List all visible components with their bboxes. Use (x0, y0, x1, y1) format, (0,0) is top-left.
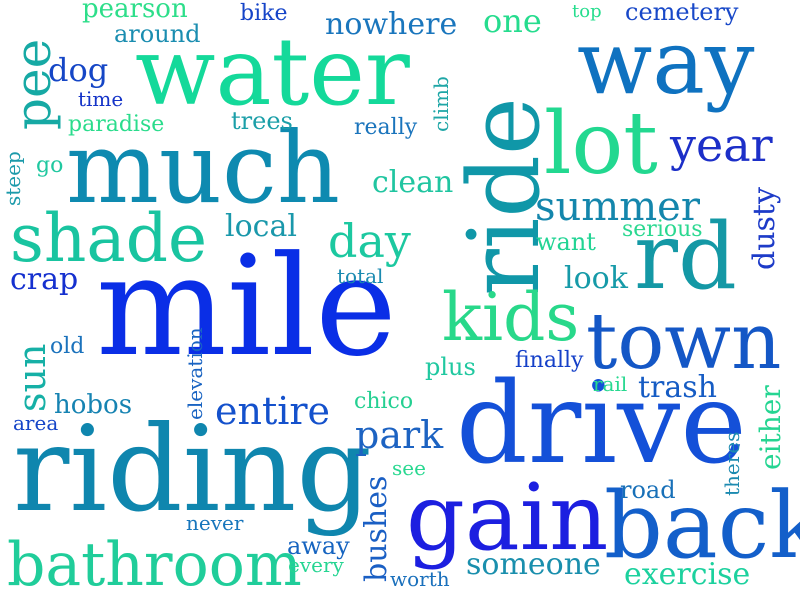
word-way: way (577, 11, 755, 114)
word-mile: mile (96, 226, 397, 387)
word-climb: climb (429, 76, 453, 132)
word-around: around (114, 20, 201, 48)
word-nowhere: nowhere (325, 7, 458, 42)
word-top: top (572, 1, 602, 22)
word-old: old (50, 334, 85, 359)
word-day: day (328, 214, 411, 268)
word-finally: finally (515, 348, 584, 373)
word-hobos: hobos (54, 390, 133, 420)
word-dusty: dusty (747, 187, 782, 270)
word-paradise: paradise (68, 112, 165, 137)
word-worth: worth (390, 567, 450, 591)
word-crap: crap (10, 262, 79, 297)
word-back: back (604, 472, 800, 579)
word-away: away (287, 532, 350, 560)
word-chico: chico (354, 389, 414, 414)
word-serious: serious (622, 217, 703, 242)
word-much: much (66, 112, 341, 226)
word-year: year (670, 118, 773, 172)
word-local: local (225, 209, 297, 244)
word-time: time (78, 87, 124, 111)
word-elevation: elevation (183, 327, 207, 420)
word-area: area (13, 411, 59, 435)
word-bathroom: bathroom (7, 530, 302, 600)
word-water: water (135, 18, 410, 127)
word-either: either (754, 385, 787, 470)
word-entire: entire (215, 389, 331, 433)
word-never: never (186, 511, 244, 535)
word-lot: lot (544, 94, 658, 194)
word-every: every (288, 553, 344, 577)
word-sun: sun (10, 343, 54, 412)
word-summer: summer (535, 184, 700, 230)
word-theres: theres (720, 431, 744, 496)
word-bushes: bushes (359, 475, 394, 582)
word-gain: gain (406, 464, 609, 571)
word-one: one (483, 2, 542, 40)
word-exercise: exercise (624, 557, 751, 592)
word-trees: trees (231, 107, 293, 135)
word-road: road (620, 476, 676, 504)
word-bike: bike (240, 1, 288, 26)
word-total: total (337, 264, 384, 288)
word-clean: clean (372, 165, 454, 200)
word-rail: rail (593, 372, 628, 396)
word-someone: someone (466, 547, 601, 582)
word-park: park (355, 413, 444, 457)
word-dog: dog (48, 51, 109, 89)
word-shade: shade (10, 200, 208, 277)
word-riding: riding (13, 400, 372, 538)
word-steep: steep (1, 151, 25, 206)
word-go: go (36, 153, 64, 178)
word-pearson: pearson (82, 0, 188, 24)
word-look: look (564, 261, 628, 296)
word-see: see (392, 456, 426, 480)
word-kids: kids (442, 279, 580, 356)
word-plus: plus (425, 353, 476, 381)
word-drive: drive (456, 359, 747, 489)
word-town: town (586, 297, 782, 387)
word-trash: trash (638, 370, 717, 405)
word-really: really (354, 115, 418, 140)
word-cemetery: cemetery (625, 0, 739, 26)
word-rd: rd (634, 203, 737, 310)
word-want: want (536, 228, 596, 256)
